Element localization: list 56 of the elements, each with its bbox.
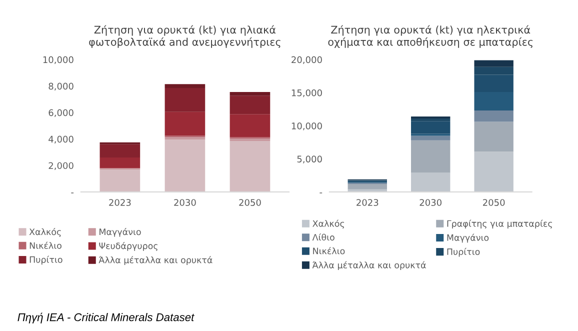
chart-title: Ζήτηση για ορυκτά (kt) για ηλιακά φωτοβολταϊκά and ανεμογεννήτριες <box>89 25 280 48</box>
legend-label: Πυρίτιο <box>30 256 62 265</box>
legend-label: Μαγγάνιο <box>447 234 489 243</box>
bar <box>474 110 514 122</box>
legend-label: Μαγγάνιο <box>100 228 141 237</box>
bar <box>474 60 514 67</box>
legend-label: Άλλα μέταλλα και ορυκτά <box>98 256 212 265</box>
legend-label: Γραφίτης για μπαταρίες <box>447 220 552 229</box>
bar <box>230 92 270 96</box>
bar <box>100 144 140 158</box>
bar <box>230 114 270 138</box>
y-tick-label: 15,000 <box>292 89 322 98</box>
x-tick-label: 2023 <box>109 199 131 206</box>
bar <box>230 96 270 114</box>
bar <box>164 88 206 112</box>
bar <box>100 158 140 168</box>
bar <box>230 141 270 192</box>
y-tick-label: 4,000 <box>48 136 74 144</box>
legend-label: Νικέλιο <box>313 247 345 254</box>
legend-label: Νικέλιο <box>30 242 62 249</box>
x-tick-label: 2023 <box>356 199 378 206</box>
legend-label: Πυρίτιο <box>447 248 480 257</box>
bar <box>474 122 514 152</box>
x-tick-label: 2050 <box>239 199 261 206</box>
legend-label: Χαλκός <box>312 220 344 229</box>
x-tick-label: 2030 <box>174 199 196 206</box>
bar <box>348 184 387 190</box>
y-tick-label: 20,000 <box>292 56 322 64</box>
bar <box>474 152 514 192</box>
bar <box>164 112 206 136</box>
text: Πηγή IEA - Critical Minerals Dataset <box>18 312 195 324</box>
y-tick-label: 5,000 <box>297 156 322 164</box>
y-tick-label: 6,000 <box>48 109 74 118</box>
bar <box>164 140 206 192</box>
legend-label: Χαλκός <box>29 228 61 237</box>
y-tick-label: - <box>320 192 322 194</box>
y-tick-label: 10,000 <box>43 56 74 64</box>
legend-label: Άλλα μέταλλα και ορυκτά <box>312 261 426 270</box>
x-tick-label: 2050 <box>483 199 505 206</box>
bar <box>164 84 206 88</box>
bar <box>164 137 206 140</box>
y-tick-label: 10,000 <box>292 122 322 130</box>
y-tick-label: 8,000 <box>48 82 74 91</box>
bar <box>411 136 450 140</box>
bar <box>411 140 450 173</box>
bar <box>100 169 140 192</box>
x-tick-label: 2030 <box>420 199 442 206</box>
y-tick-label: - <box>71 192 74 194</box>
y-tick-label: 2,000 <box>48 162 74 170</box>
legend-label: Ψευδάργυρος <box>99 242 158 251</box>
chart-title: Ζήτηση για ορυκτά (kt) για ηλεκτρικά οχήματα και αποθήκευση σε μπαταρίες <box>328 25 533 48</box>
bar <box>411 172 450 192</box>
bar <box>230 138 270 142</box>
bar <box>474 92 514 111</box>
bar <box>411 121 450 134</box>
legend-label: Λίθιο <box>312 233 334 241</box>
